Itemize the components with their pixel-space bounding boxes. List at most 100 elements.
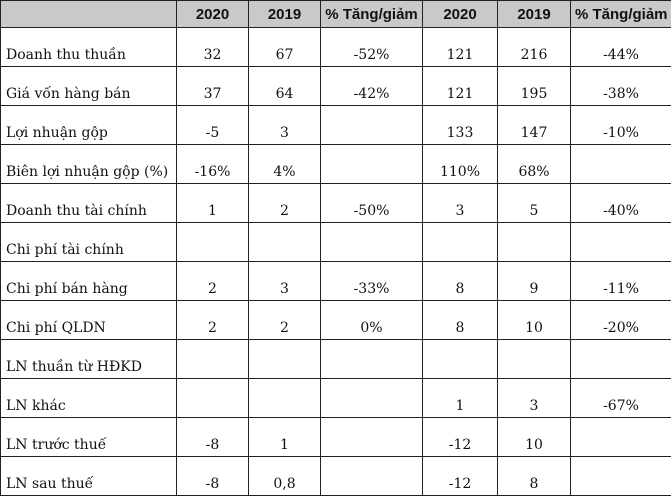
change-a-cell: -42% <box>321 67 423 106</box>
value-2019-a-cell <box>249 379 321 418</box>
row-label-cell: Chi phí tài chính <box>1 223 177 262</box>
value-2020-a-cell: -16% <box>177 145 249 184</box>
header-cell-label <box>1 1 177 28</box>
value-2019-b-cell <box>498 223 571 262</box>
row-label-cell: LN khác <box>1 379 177 418</box>
value-2020-b-cell: -12 <box>423 418 498 457</box>
change-a-cell <box>321 379 423 418</box>
value-2019-a-cell: 2 <box>249 301 321 340</box>
table-row: Chi phí tài chính <box>1 223 671 262</box>
change-a-cell: -52% <box>321 28 423 67</box>
header-cell-change-a: % Tăng/giảm <box>321 1 423 28</box>
change-a-cell <box>321 418 423 457</box>
value-2019-b-cell: 3 <box>498 379 571 418</box>
value-2019-a-cell <box>249 340 321 379</box>
value-2020-a-cell: -8 <box>177 457 249 496</box>
row-label-cell: Doanh thu tài chính <box>1 184 177 223</box>
value-2019-b-cell: 10 <box>498 301 571 340</box>
value-2020-b-cell: 8 <box>423 262 498 301</box>
row-label-cell: Lợi nhuận gộp <box>1 106 177 145</box>
value-2019-a-cell: 1 <box>249 418 321 457</box>
value-2020-b-cell <box>423 340 498 379</box>
value-2020-a-cell <box>177 223 249 262</box>
change-b-cell: -11% <box>571 262 671 301</box>
value-2019-b-cell: 216 <box>498 28 571 67</box>
change-a-cell <box>321 457 423 496</box>
change-b-cell <box>571 457 671 496</box>
header-cell-2019-a: 2019 <box>249 1 321 28</box>
value-2019-a-cell: 67 <box>249 28 321 67</box>
value-2020-a-cell <box>177 379 249 418</box>
value-2020-b-cell: 110% <box>423 145 498 184</box>
value-2019-b-cell: 195 <box>498 67 571 106</box>
row-label-cell: Chi phí bán hàng <box>1 262 177 301</box>
value-2020-a-cell: 32 <box>177 28 249 67</box>
table-row: Biên lợi nhuận gộp (%)-16%4% 110%68% <box>1 145 671 184</box>
value-2019-b-cell: 147 <box>498 106 571 145</box>
value-2019-a-cell: 3 <box>249 262 321 301</box>
value-2019-a-cell: 64 <box>249 67 321 106</box>
value-2020-b-cell <box>423 223 498 262</box>
value-2020-a-cell: -5 <box>177 106 249 145</box>
row-label-cell: Biên lợi nhuận gộp (%) <box>1 145 177 184</box>
header-cell-2020-b: 2020 <box>423 1 498 28</box>
header-cell-2020-a: 2020 <box>177 1 249 28</box>
value-2020-b-cell: 121 <box>423 67 498 106</box>
value-2020-a-cell: 2 <box>177 262 249 301</box>
value-2020-b-cell: 3 <box>423 184 498 223</box>
value-2020-b-cell: -12 <box>423 457 498 496</box>
value-2020-b-cell: 8 <box>423 301 498 340</box>
value-2019-a-cell: 3 <box>249 106 321 145</box>
header-row: 2020 2019 % Tăng/giảm 2020 2019 % Tăng/g… <box>1 1 671 28</box>
change-b-cell: -67% <box>571 379 671 418</box>
change-b-cell: -38% <box>571 67 671 106</box>
row-label-cell: Chi phí QLDN <box>1 301 177 340</box>
table-row: LN thuần từ HĐKD <box>1 340 671 379</box>
value-2020-b-cell: 121 <box>423 28 498 67</box>
change-b-cell: -10% <box>571 106 671 145</box>
change-a-cell <box>321 340 423 379</box>
change-b-cell <box>571 223 671 262</box>
value-2019-b-cell <box>498 340 571 379</box>
table-header: 2020 2019 % Tăng/giảm 2020 2019 % Tăng/g… <box>1 1 671 28</box>
change-b-cell: -20% <box>571 301 671 340</box>
value-2020-b-cell: 133 <box>423 106 498 145</box>
change-a-cell: 0% <box>321 301 423 340</box>
change-a-cell <box>321 145 423 184</box>
change-b-cell: -44% <box>571 28 671 67</box>
value-2019-a-cell: 4% <box>249 145 321 184</box>
change-b-cell <box>571 340 671 379</box>
row-label-cell: LN thuần từ HĐKD <box>1 340 177 379</box>
row-label-cell: LN sau thuế <box>1 457 177 496</box>
change-b-cell <box>571 418 671 457</box>
value-2019-a-cell: 2 <box>249 184 321 223</box>
value-2019-b-cell: 9 <box>498 262 571 301</box>
value-2019-b-cell: 5 <box>498 184 571 223</box>
change-a-cell: -50% <box>321 184 423 223</box>
value-2020-a-cell: -8 <box>177 418 249 457</box>
row-label-cell: LN trước thuế <box>1 418 177 457</box>
value-2020-a-cell: 1 <box>177 184 249 223</box>
change-b-cell: -40% <box>571 184 671 223</box>
value-2020-a-cell <box>177 340 249 379</box>
value-2020-b-cell: 1 <box>423 379 498 418</box>
value-2019-b-cell: 68% <box>498 145 571 184</box>
change-a-cell: -33% <box>321 262 423 301</box>
value-2020-a-cell: 2 <box>177 301 249 340</box>
value-2019-b-cell: 8 <box>498 457 571 496</box>
value-2019-a-cell <box>249 223 321 262</box>
header-cell-2019-b: 2019 <box>498 1 571 28</box>
value-2020-a-cell: 37 <box>177 67 249 106</box>
row-label-cell: Doanh thu thuần <box>1 28 177 67</box>
row-label-cell: Giá vốn hàng bán <box>1 67 177 106</box>
